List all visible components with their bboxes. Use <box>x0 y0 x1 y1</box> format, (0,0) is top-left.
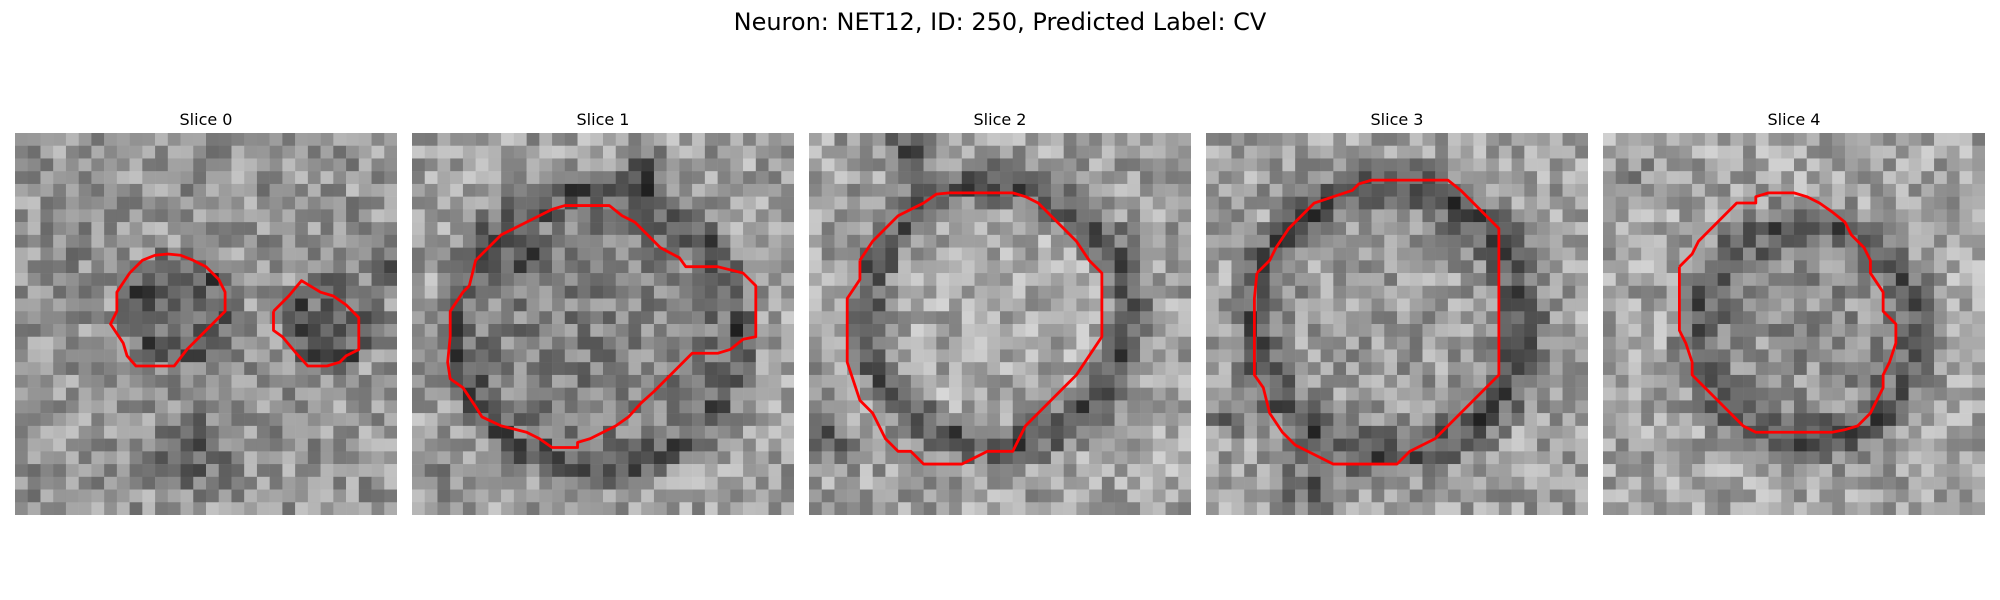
segmentation-contour-0-1 <box>272 279 361 368</box>
pixel-grid-0 <box>15 133 397 515</box>
slice-title-0: Slice 0 <box>179 110 233 129</box>
contour-group-2 <box>845 191 1104 466</box>
segmentation-contour-2-0 <box>845 191 1104 466</box>
slice-image-4 <box>1603 133 1985 515</box>
figure-title: Neuron: NET12, ID: 250, Predicted Label:… <box>733 8 1267 36</box>
pixel-grid-2 <box>809 133 1191 515</box>
slice-image-2 <box>809 133 1191 515</box>
segmentation-contour-1-0 <box>446 204 758 449</box>
slice-title-2: Slice 2 <box>973 110 1027 129</box>
segmentation-contour-4-0 <box>1677 191 1898 434</box>
slice-image-0 <box>15 133 397 515</box>
contour-group-0 <box>109 252 361 368</box>
slice-title-3: Slice 3 <box>1370 110 1424 129</box>
slice-image-3 <box>1206 133 1588 515</box>
segmentation-contour-3-0 <box>1252 178 1501 466</box>
pixel-grid-4 <box>1603 133 1985 515</box>
segmentation-contour-0-0 <box>109 252 227 368</box>
contour-group-4 <box>1677 191 1898 434</box>
contour-group-1 <box>446 204 758 449</box>
slice-image-1 <box>412 133 794 515</box>
pixel-grid-3 <box>1206 133 1588 515</box>
slice-title-4: Slice 4 <box>1767 110 1821 129</box>
pixel-grid-1 <box>412 133 794 515</box>
slice-title-1: Slice 1 <box>576 110 630 129</box>
contour-group-3 <box>1252 178 1501 466</box>
